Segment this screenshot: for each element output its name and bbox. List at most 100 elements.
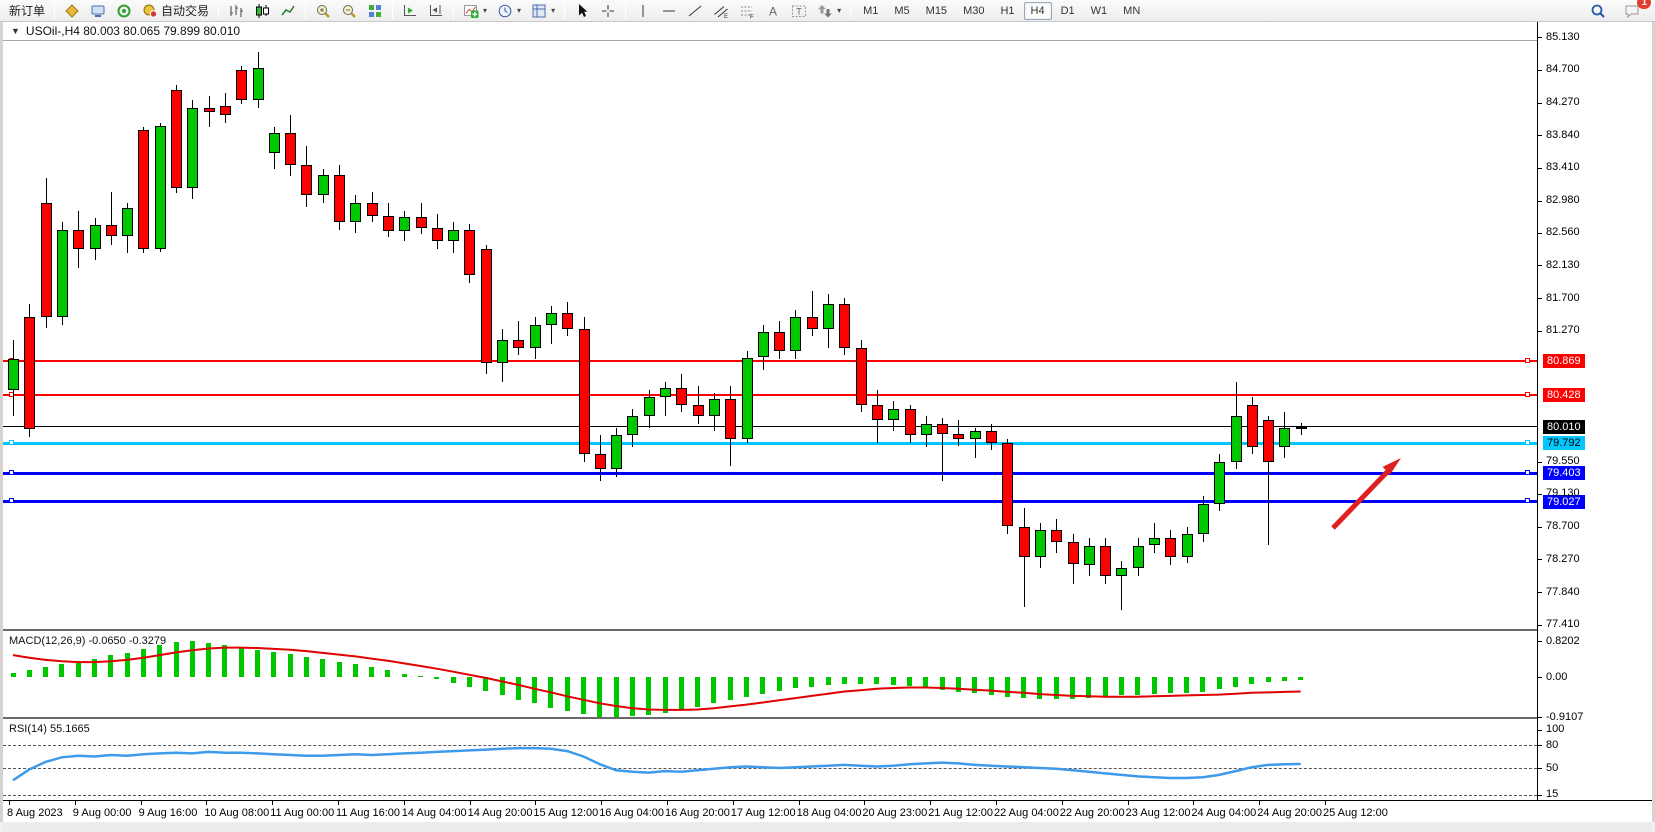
candle: [480, 248, 492, 363]
price-axis[interactable]: 80.869 80.428 80.010 79.792 79.403 79.027 85.1…: [1537, 22, 1652, 800]
candle: [236, 69, 248, 101]
metaeditor-button[interactable]: [59, 1, 85, 21]
candle: [350, 203, 362, 222]
trendline-button[interactable]: [682, 1, 708, 21]
timeframe-mn-button[interactable]: MN: [1123, 4, 1141, 17]
rsi-pane[interactable]: RSI(14) 55.1665: [3, 720, 1537, 800]
chevron-down-icon[interactable]: ▾: [837, 6, 842, 15]
timeframe-m1-button[interactable]: M1: [863, 4, 879, 17]
horizontal-level-line[interactable]: [3, 471, 1537, 475]
price-axis-label: 83.840: [1546, 128, 1580, 141]
templates-button[interactable]: ▾: [526, 1, 560, 21]
horizontal-level-line[interactable]: [3, 441, 1537, 445]
time-axis-label: 17 Aug 12:00: [730, 807, 796, 819]
chevron-down-icon[interactable]: ▾: [551, 6, 556, 15]
new-order-button[interactable]: 新订单: [4, 1, 50, 21]
candlestick-chart-button[interactable]: [249, 1, 275, 21]
candle: [122, 208, 134, 236]
chart-menu-triangle-icon[interactable]: ▼: [11, 26, 20, 36]
timeframe-w1-button[interactable]: W1: [1090, 4, 1108, 17]
macd-pane[interactable]: MACD(12,26,9) -0.0650 -0.3279: [3, 632, 1537, 718]
bar-chart-button[interactable]: [223, 1, 249, 21]
macd-histogram-bar: [1200, 677, 1206, 692]
crosshair-button[interactable]: [595, 1, 621, 21]
timeframe-m5-button[interactable]: M5: [894, 4, 910, 17]
line-handle[interactable]: [9, 469, 14, 475]
macd-histogram-bar: [75, 661, 81, 677]
horizontal-level-line[interactable]: [3, 500, 1537, 504]
cursor-button[interactable]: [569, 1, 595, 21]
chevron-down-icon[interactable]: ▾: [483, 6, 488, 15]
macd-histogram-bar: [1249, 677, 1255, 684]
candle: [56, 229, 68, 318]
channel-button[interactable]: E: [708, 1, 734, 21]
timeframe-h4-button[interactable]: H4: [1023, 1, 1052, 20]
fibonacci-button[interactable]: F: [734, 1, 760, 21]
line-chart-button[interactable]: [275, 1, 301, 21]
horizontal-line-button[interactable]: [656, 1, 682, 21]
indicators-button[interactable]: ▾: [458, 1, 492, 21]
candle: [497, 340, 508, 363]
pane-splitter-macd[interactable]: [3, 629, 1652, 631]
candle: [871, 404, 883, 420]
macd-histogram-bar: [1135, 677, 1141, 695]
time-axis[interactable]: 8 Aug 2023 9 Aug 00:00 9 Aug 16:00 10 Aug 0…: [3, 800, 1652, 822]
candle: [464, 229, 476, 276]
signals-button[interactable]: [111, 1, 137, 21]
price-chart-pane[interactable]: ▼ USOil-,H4 80.003 80.065 79.899 80.010: [3, 22, 1537, 630]
annotation-arrow[interactable]: [3, 22, 1537, 630]
chart-shift-button[interactable]: [423, 1, 449, 21]
auto-trading-button[interactable]: 自动交易: [137, 1, 214, 21]
label-button[interactable]: T: [786, 1, 812, 21]
line-handle[interactable]: [9, 439, 14, 445]
rsi-axis-label: 50: [1546, 761, 1559, 774]
line-handle[interactable]: [1525, 391, 1530, 397]
periods-button[interactable]: ▾: [492, 1, 526, 21]
candle: [660, 388, 671, 398]
price-axis-label: 84.270: [1546, 96, 1580, 108]
line-handle[interactable]: [1525, 357, 1530, 363]
zoom-in-button[interactable]: [310, 1, 336, 21]
candle: [1295, 426, 1307, 429]
macd-histogram-bar: [401, 673, 407, 677]
candle: [1279, 427, 1291, 447]
svg-text:E: E: [724, 14, 728, 19]
notifications-button[interactable]: 1: [1619, 0, 1651, 21]
auto-scroll-button[interactable]: [397, 1, 423, 21]
time-axis-label: 9 Aug 16:00: [138, 807, 198, 819]
pane-splitter-rsi[interactable]: [3, 717, 1652, 719]
line-handle[interactable]: [9, 498, 14, 504]
macd-histogram-bar: [972, 677, 978, 694]
search-button[interactable]: [1585, 1, 1611, 21]
timeframe-d1-button[interactable]: D1: [1060, 4, 1075, 17]
rsi-line: [12, 746, 1301, 782]
zoom-out-button[interactable]: [336, 1, 362, 21]
tile-windows-button[interactable]: [362, 1, 388, 21]
chevron-down-icon[interactable]: ▾: [517, 6, 522, 15]
timeframe-h1-button[interactable]: H1: [1000, 4, 1015, 17]
line-handle[interactable]: [1525, 498, 1530, 504]
horizontal-level-line[interactable]: [3, 426, 1537, 428]
macd-histogram-bar: [1086, 677, 1092, 699]
text-button[interactable]: A: [760, 1, 786, 21]
line-handle[interactable]: [1525, 469, 1530, 475]
templates-icon: [532, 4, 546, 17]
zoomin-icon: [317, 4, 330, 18]
rsi-axis-label: 100: [1546, 723, 1565, 736]
timeframe-m30-button[interactable]: M30: [963, 4, 985, 17]
macd-histogram-bar: [613, 677, 619, 717]
line-handle[interactable]: [1525, 439, 1530, 445]
timeframe-m15-button[interactable]: M15: [925, 4, 948, 17]
horizontal-level-line[interactable]: [3, 394, 1537, 396]
profiles-button[interactable]: [85, 1, 111, 21]
macd-histogram-bar: [907, 677, 912, 687]
candle-wick: [665, 381, 666, 417]
macd-histogram-bar: [1184, 677, 1190, 693]
arrows-button[interactable]: ▾: [812, 1, 846, 21]
candle: [888, 408, 900, 420]
candle: [790, 317, 802, 352]
trendline-icon: [688, 5, 702, 16]
vertical-line-button[interactable]: [630, 1, 656, 21]
price-axis-label: 77.410: [1546, 618, 1580, 631]
horizontal-level-line[interactable]: [3, 360, 1537, 363]
